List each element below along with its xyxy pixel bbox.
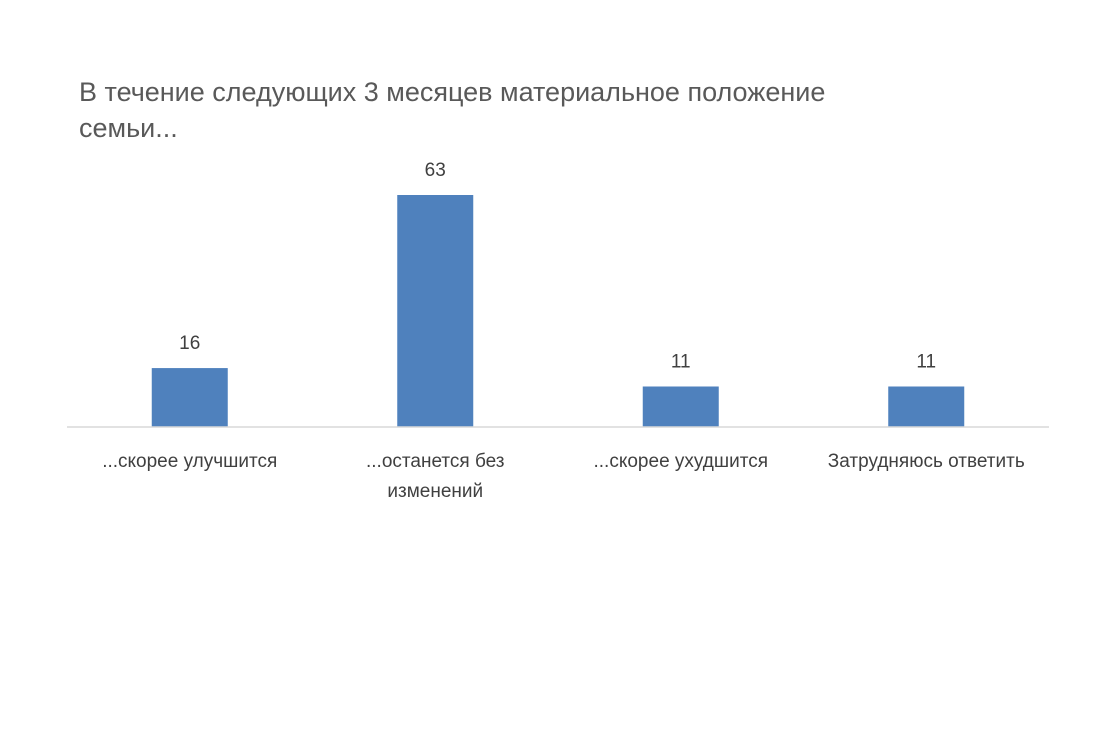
category-label-2-line-2: изменений xyxy=(387,481,483,502)
data-label-1: 16 xyxy=(179,333,200,354)
category-label-2-line-1: ...останется без xyxy=(366,451,504,472)
bars-group xyxy=(151,195,965,427)
labels-group: 16 ...скорее улучшится 63 ...останется без и… xyxy=(102,160,1025,502)
bar-4 xyxy=(888,386,965,427)
category-label-3: ...скорее ухудшится xyxy=(594,451,769,472)
data-label-3: 11 xyxy=(671,351,691,372)
data-label-2: 63 xyxy=(425,160,446,181)
bar-1 xyxy=(151,368,228,427)
bar-3 xyxy=(642,386,719,427)
category-label-1: ...скорее улучшится xyxy=(102,451,277,472)
category-label-4: Затрудняюсь ответить xyxy=(828,451,1025,472)
data-label-4: 11 xyxy=(916,351,936,372)
bar-2 xyxy=(397,195,474,427)
chart-title: В течение следующих 3 месяцев материальн… xyxy=(79,77,826,143)
